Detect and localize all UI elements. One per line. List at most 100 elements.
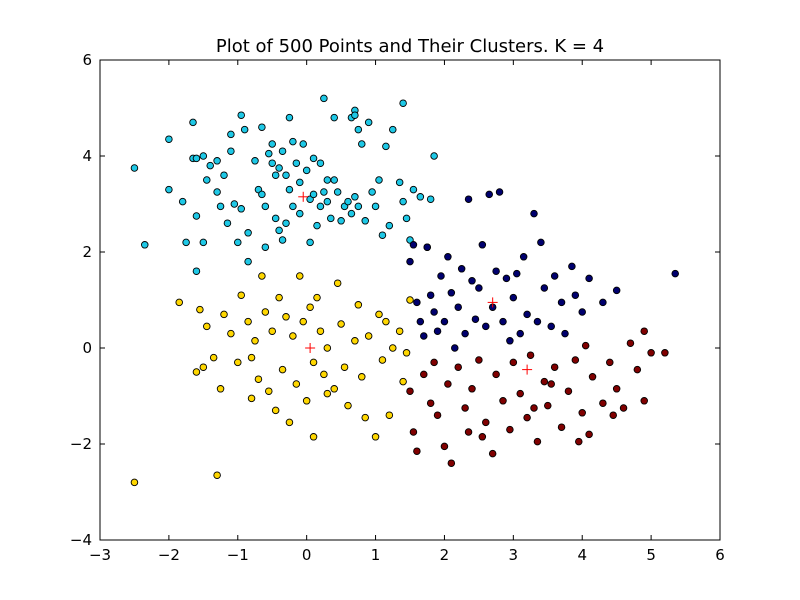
cluster-1-point	[213, 157, 221, 165]
y-tick-label: −4	[70, 531, 92, 549]
cluster-4-point	[289, 332, 297, 340]
centroid-layer	[298, 191, 533, 375]
cluster-4-point	[247, 353, 256, 362]
cluster-4-point	[389, 344, 397, 352]
cluster-2-point	[457, 265, 466, 273]
cluster-4-point	[395, 327, 404, 335]
cluster-2-point	[568, 262, 576, 271]
cluster-4-point	[254, 375, 263, 383]
y-tick-label: 6	[82, 51, 92, 69]
cluster-1-point	[278, 236, 287, 244]
cluster-1-point	[368, 188, 376, 196]
cluster-1-point	[275, 164, 283, 172]
cluster-2-point	[516, 329, 524, 338]
cluster-1-point	[285, 113, 294, 122]
cluster-3-point	[413, 447, 421, 455]
cluster-4-point	[354, 301, 363, 309]
cluster-1-point	[402, 214, 411, 223]
cluster-2-point	[426, 291, 435, 299]
cluster-1-point	[203, 176, 211, 184]
cluster-1-point	[299, 140, 307, 148]
cluster-4-point	[402, 349, 411, 357]
cluster-3-point	[468, 385, 476, 393]
cluster-4-point	[330, 385, 338, 393]
cluster-4-point	[275, 293, 283, 302]
cluster-2-centroid	[487, 297, 498, 308]
cluster-3-point	[426, 399, 435, 407]
cluster-1-point	[364, 118, 373, 127]
cluster-4-point	[302, 397, 311, 405]
cluster-1-point	[385, 221, 394, 230]
cluster-1-point	[351, 193, 359, 201]
cluster-2-point	[537, 238, 545, 247]
cluster-3-point	[533, 437, 542, 446]
x-tick-label: 6	[715, 546, 725, 564]
cluster-4-point	[309, 358, 318, 367]
x-tick-label: −3	[89, 546, 111, 564]
x-tick-label: 5	[646, 546, 656, 564]
cluster-3-point	[557, 423, 566, 431]
cluster-4-point	[378, 356, 387, 364]
cluster-1-point	[323, 176, 332, 184]
x-tick-label: −2	[158, 546, 180, 564]
cluster-3-point	[606, 358, 614, 367]
x-tick-label: −1	[227, 546, 249, 564]
cluster-3-point	[454, 363, 462, 371]
cluster-1-point	[289, 202, 297, 211]
y-tick-label: 2	[82, 243, 92, 261]
cluster-1-point	[216, 202, 225, 211]
cluster-4-point	[285, 418, 294, 427]
cluster-1-point	[278, 147, 287, 155]
cluster-4-point	[323, 389, 332, 398]
cluster-1-point	[223, 219, 232, 227]
cluster-1-point	[282, 171, 290, 179]
cluster-1-point	[258, 123, 266, 131]
cluster-3-point	[547, 380, 555, 388]
cluster-2-point	[571, 291, 580, 299]
cluster-1-point	[416, 193, 425, 201]
cluster-3-point	[506, 425, 514, 434]
cluster-3-point	[544, 401, 552, 410]
cluster-4-point	[406, 296, 414, 304]
cluster-1-point	[309, 190, 318, 199]
cluster-2-point	[513, 269, 521, 278]
cluster-1-point	[199, 152, 208, 160]
cluster-3-point	[433, 411, 442, 419]
y-tick-label: 4	[82, 147, 92, 165]
cluster-1-point	[271, 214, 280, 223]
cluster-2-point	[444, 253, 452, 261]
cluster-4-point	[247, 394, 256, 403]
cluster-4-point	[371, 433, 380, 441]
cluster-4-point	[351, 337, 359, 345]
cluster-1-point	[371, 202, 380, 211]
cluster-1-point	[426, 195, 435, 203]
cluster-1-point	[354, 125, 363, 134]
cluster-2-point	[409, 241, 418, 249]
cluster-3-point	[564, 387, 573, 395]
cluster-4-point	[299, 317, 307, 326]
cluster-3-point	[633, 365, 642, 374]
cluster-3-point	[461, 404, 469, 412]
cluster-1-point	[358, 140, 366, 148]
cluster-2-point	[492, 267, 500, 275]
cluster-1-point	[199, 238, 208, 247]
cluster-1-point	[395, 178, 404, 187]
cluster-2-point	[471, 315, 480, 323]
cluster-2-point	[437, 272, 445, 280]
cluster-4-point	[220, 310, 228, 319]
cluster-4-point	[361, 413, 369, 422]
cluster-2-point	[416, 317, 425, 326]
cluster-4-point	[192, 368, 201, 376]
cluster-3-point	[499, 397, 507, 405]
cluster-3-point	[571, 356, 580, 364]
cluster-4-point	[209, 353, 218, 362]
cluster-3-point	[430, 358, 438, 367]
cluster-1-point	[327, 214, 335, 223]
cluster-1-point	[361, 217, 369, 225]
cluster-1-point	[289, 137, 297, 146]
cluster-1-point	[337, 217, 345, 225]
cluster-3-point	[585, 430, 593, 439]
x-axis: −3 −2 −1 0 1 2 3 4 5 6	[89, 60, 725, 564]
cluster-1-point	[316, 202, 325, 211]
cluster-4-point	[296, 272, 304, 280]
